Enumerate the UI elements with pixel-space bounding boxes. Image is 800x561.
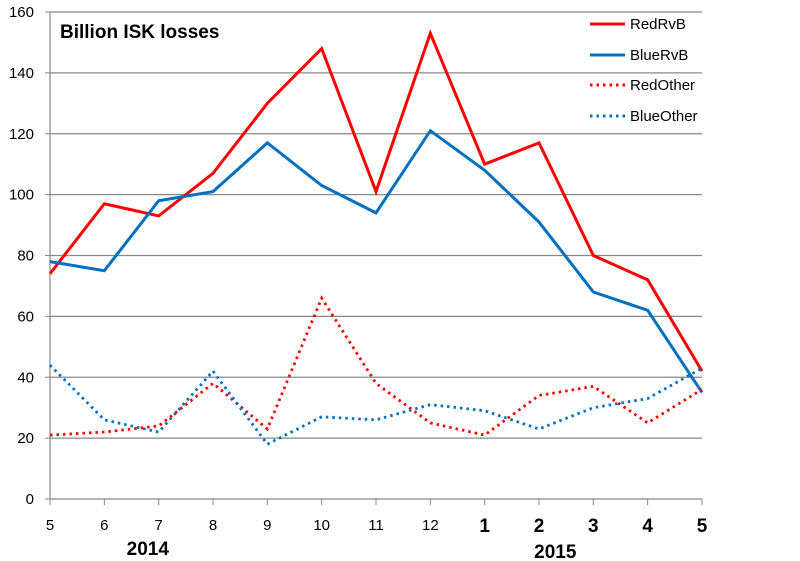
x-tick-label: 12 — [422, 517, 439, 534]
x-tick-label: 3 — [588, 516, 599, 537]
x-tick-label: 5 — [697, 516, 708, 537]
x-tick-label: 2 — [534, 516, 545, 537]
legend-label: RedRvB — [630, 16, 686, 33]
series-lines — [48, 29, 704, 446]
x-tick-label: 1 — [479, 516, 490, 537]
x-tick-label: 10 — [313, 517, 330, 534]
year-label: 2015 — [534, 542, 577, 561]
y-tick-label: 0 — [26, 491, 34, 508]
x-tick-label: 5 — [46, 517, 54, 534]
y-tick-label: 100 — [9, 187, 34, 204]
x-tick-label: 7 — [154, 517, 162, 534]
chart-title: Billion ISK losses — [60, 22, 219, 43]
x-tick-label: 8 — [209, 517, 217, 534]
y-tick-label: 80 — [17, 248, 34, 265]
x-tick-label: 6 — [100, 517, 108, 534]
legend-label: BlueOther — [630, 108, 698, 125]
y-tick-label: 120 — [9, 126, 34, 143]
grid-lines — [45, 11, 703, 505]
y-tick-label: 20 — [17, 430, 34, 447]
legend-label: RedOther — [630, 77, 695, 94]
x-tick-label: 9 — [263, 517, 271, 534]
y-tick-label: 160 — [9, 4, 34, 21]
y-tick-label: 140 — [9, 65, 34, 82]
x-tick-label: 11 — [368, 517, 384, 534]
legend: RedRvB BlueRvB RedOther BlueOther — [590, 16, 698, 125]
series-line-redother — [49, 295, 703, 437]
x-tick-label: 4 — [642, 516, 653, 537]
year-label: 2014 — [127, 539, 170, 560]
y-tick-label: 40 — [17, 369, 34, 386]
legend-label: BlueRvB — [630, 47, 688, 64]
y-tick-label: 60 — [17, 308, 34, 325]
y-axis-ticks: 0 20 40 60 80 100 120 140 160 — [9, 4, 34, 508]
